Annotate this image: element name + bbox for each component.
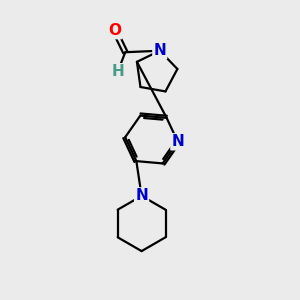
Text: N: N [171, 134, 184, 149]
Text: N: N [135, 188, 148, 203]
Text: O: O [108, 23, 121, 38]
Text: H: H [111, 64, 124, 79]
Text: N: N [153, 43, 166, 58]
